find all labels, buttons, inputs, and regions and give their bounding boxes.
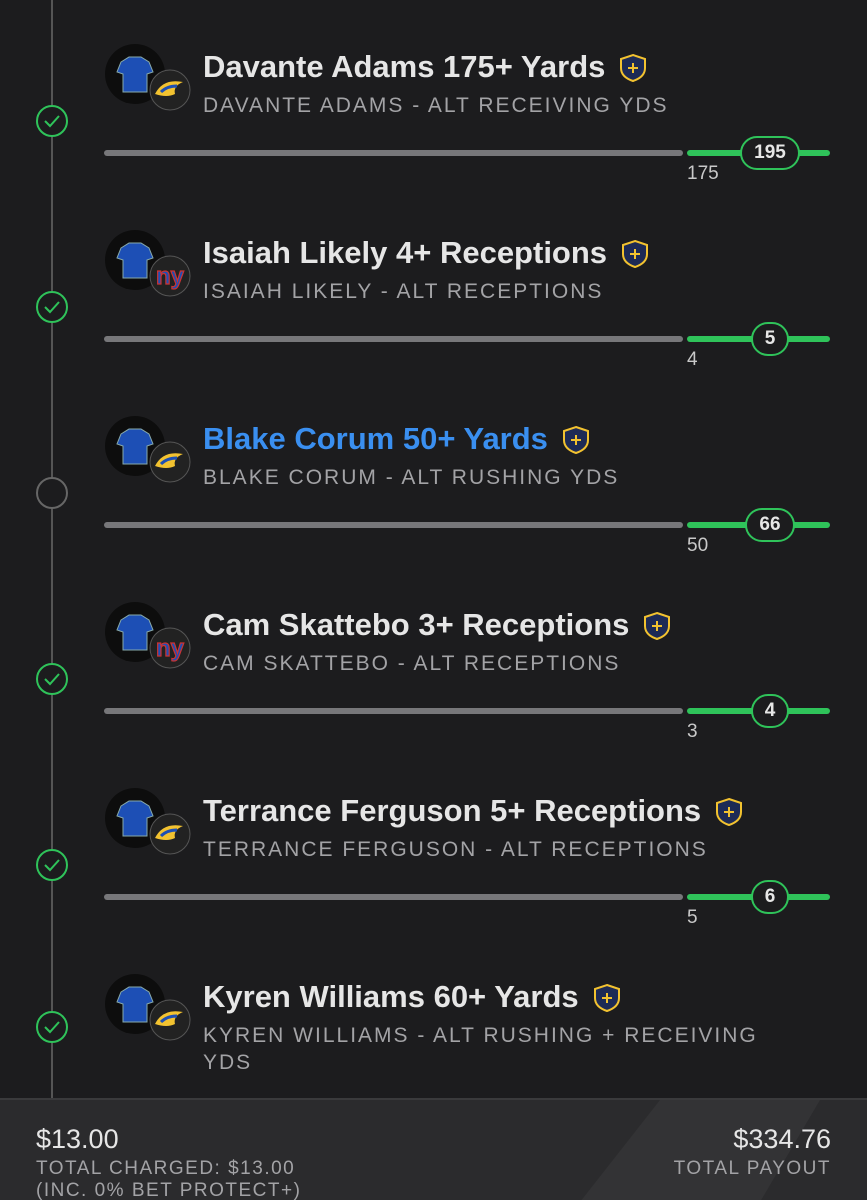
protect-icon [562, 425, 589, 455]
timeline [36, 0, 68, 1100]
result-pill: 4 [750, 694, 790, 728]
result-pill: 6 [750, 880, 790, 914]
payout: $334.76 [733, 1124, 831, 1154]
progress-track [104, 336, 683, 342]
protect-icon [593, 983, 620, 1013]
watermark [581, 1100, 820, 1200]
progress-track [104, 150, 683, 156]
svg-text:ny: ny [156, 263, 185, 290]
status-check [36, 849, 68, 881]
status-check [36, 1011, 68, 1043]
player-avatar [105, 974, 191, 1041]
status-check [36, 105, 68, 137]
leg-title: Davante Adams 175+ Yards [203, 49, 606, 84]
threshold-label: 175 [687, 163, 719, 184]
leg-title: Terrance Ferguson 5+ Receptions [203, 793, 702, 828]
player-avatar: ny [105, 230, 191, 297]
threshold-label: 50 [687, 535, 709, 556]
leg-title: Cam Skattebo 3+ Receptions [203, 607, 630, 642]
leg-subtitle: TERRANCE FERGUSON - ALT RECEPTIONS [203, 838, 708, 861]
result-pill: 5 [750, 322, 790, 356]
status-pending [36, 477, 68, 509]
footer: $13.00 TOTAL CHARGED: $13.00 (INC. 0% BE… [0, 1098, 867, 1200]
protect-icon [620, 53, 647, 83]
leg-title: Isaiah Likely 4+ Receptions [203, 235, 608, 270]
leg-subtitle: DAVANTE ADAMS - ALT RECEIVING YDS [203, 94, 669, 117]
payout-label: TOTAL PAYOUT [673, 1158, 831, 1179]
leg-subtitle: CAM SKATTEBO - ALT RECEPTIONS [203, 652, 621, 675]
threshold-label: 3 [687, 721, 698, 742]
result-pill: 195 [740, 136, 800, 170]
leg-title: Kyren Williams 60+ Yards [203, 979, 579, 1014]
total-charged: TOTAL CHARGED: $13.00 [36, 1158, 296, 1179]
player-avatar [105, 416, 191, 483]
progress-track [104, 708, 683, 714]
progress-track [104, 894, 683, 900]
svg-text:ny: ny [156, 635, 185, 662]
player-avatar: ny [105, 602, 191, 669]
leg-subtitle: BLAKE CORUM - ALT RUSHING YDS [203, 466, 620, 489]
result-pill: 66 [745, 508, 795, 542]
leg-subtitle: KYREN WILLIAMS - ALT RUSHING + RECEIVING… [203, 1024, 758, 1074]
threshold-label: 4 [687, 349, 698, 370]
bet-note: (INC. 0% BET PROTECT+) [36, 1180, 302, 1200]
status-check [36, 291, 68, 323]
protect-icon [622, 239, 649, 269]
protect-icon [644, 611, 671, 641]
protect-icon [716, 797, 743, 827]
leg-title: Blake Corum 50+ Yards [203, 421, 548, 456]
player-avatar [105, 788, 191, 855]
leg-subtitle: ISAIAH LIKELY - ALT RECEPTIONS [203, 280, 604, 303]
threshold-label: 5 [687, 907, 698, 928]
progress-track [104, 522, 683, 528]
stake: $13.00 [36, 1124, 119, 1154]
player-avatar [105, 44, 191, 111]
status-check [36, 663, 68, 695]
